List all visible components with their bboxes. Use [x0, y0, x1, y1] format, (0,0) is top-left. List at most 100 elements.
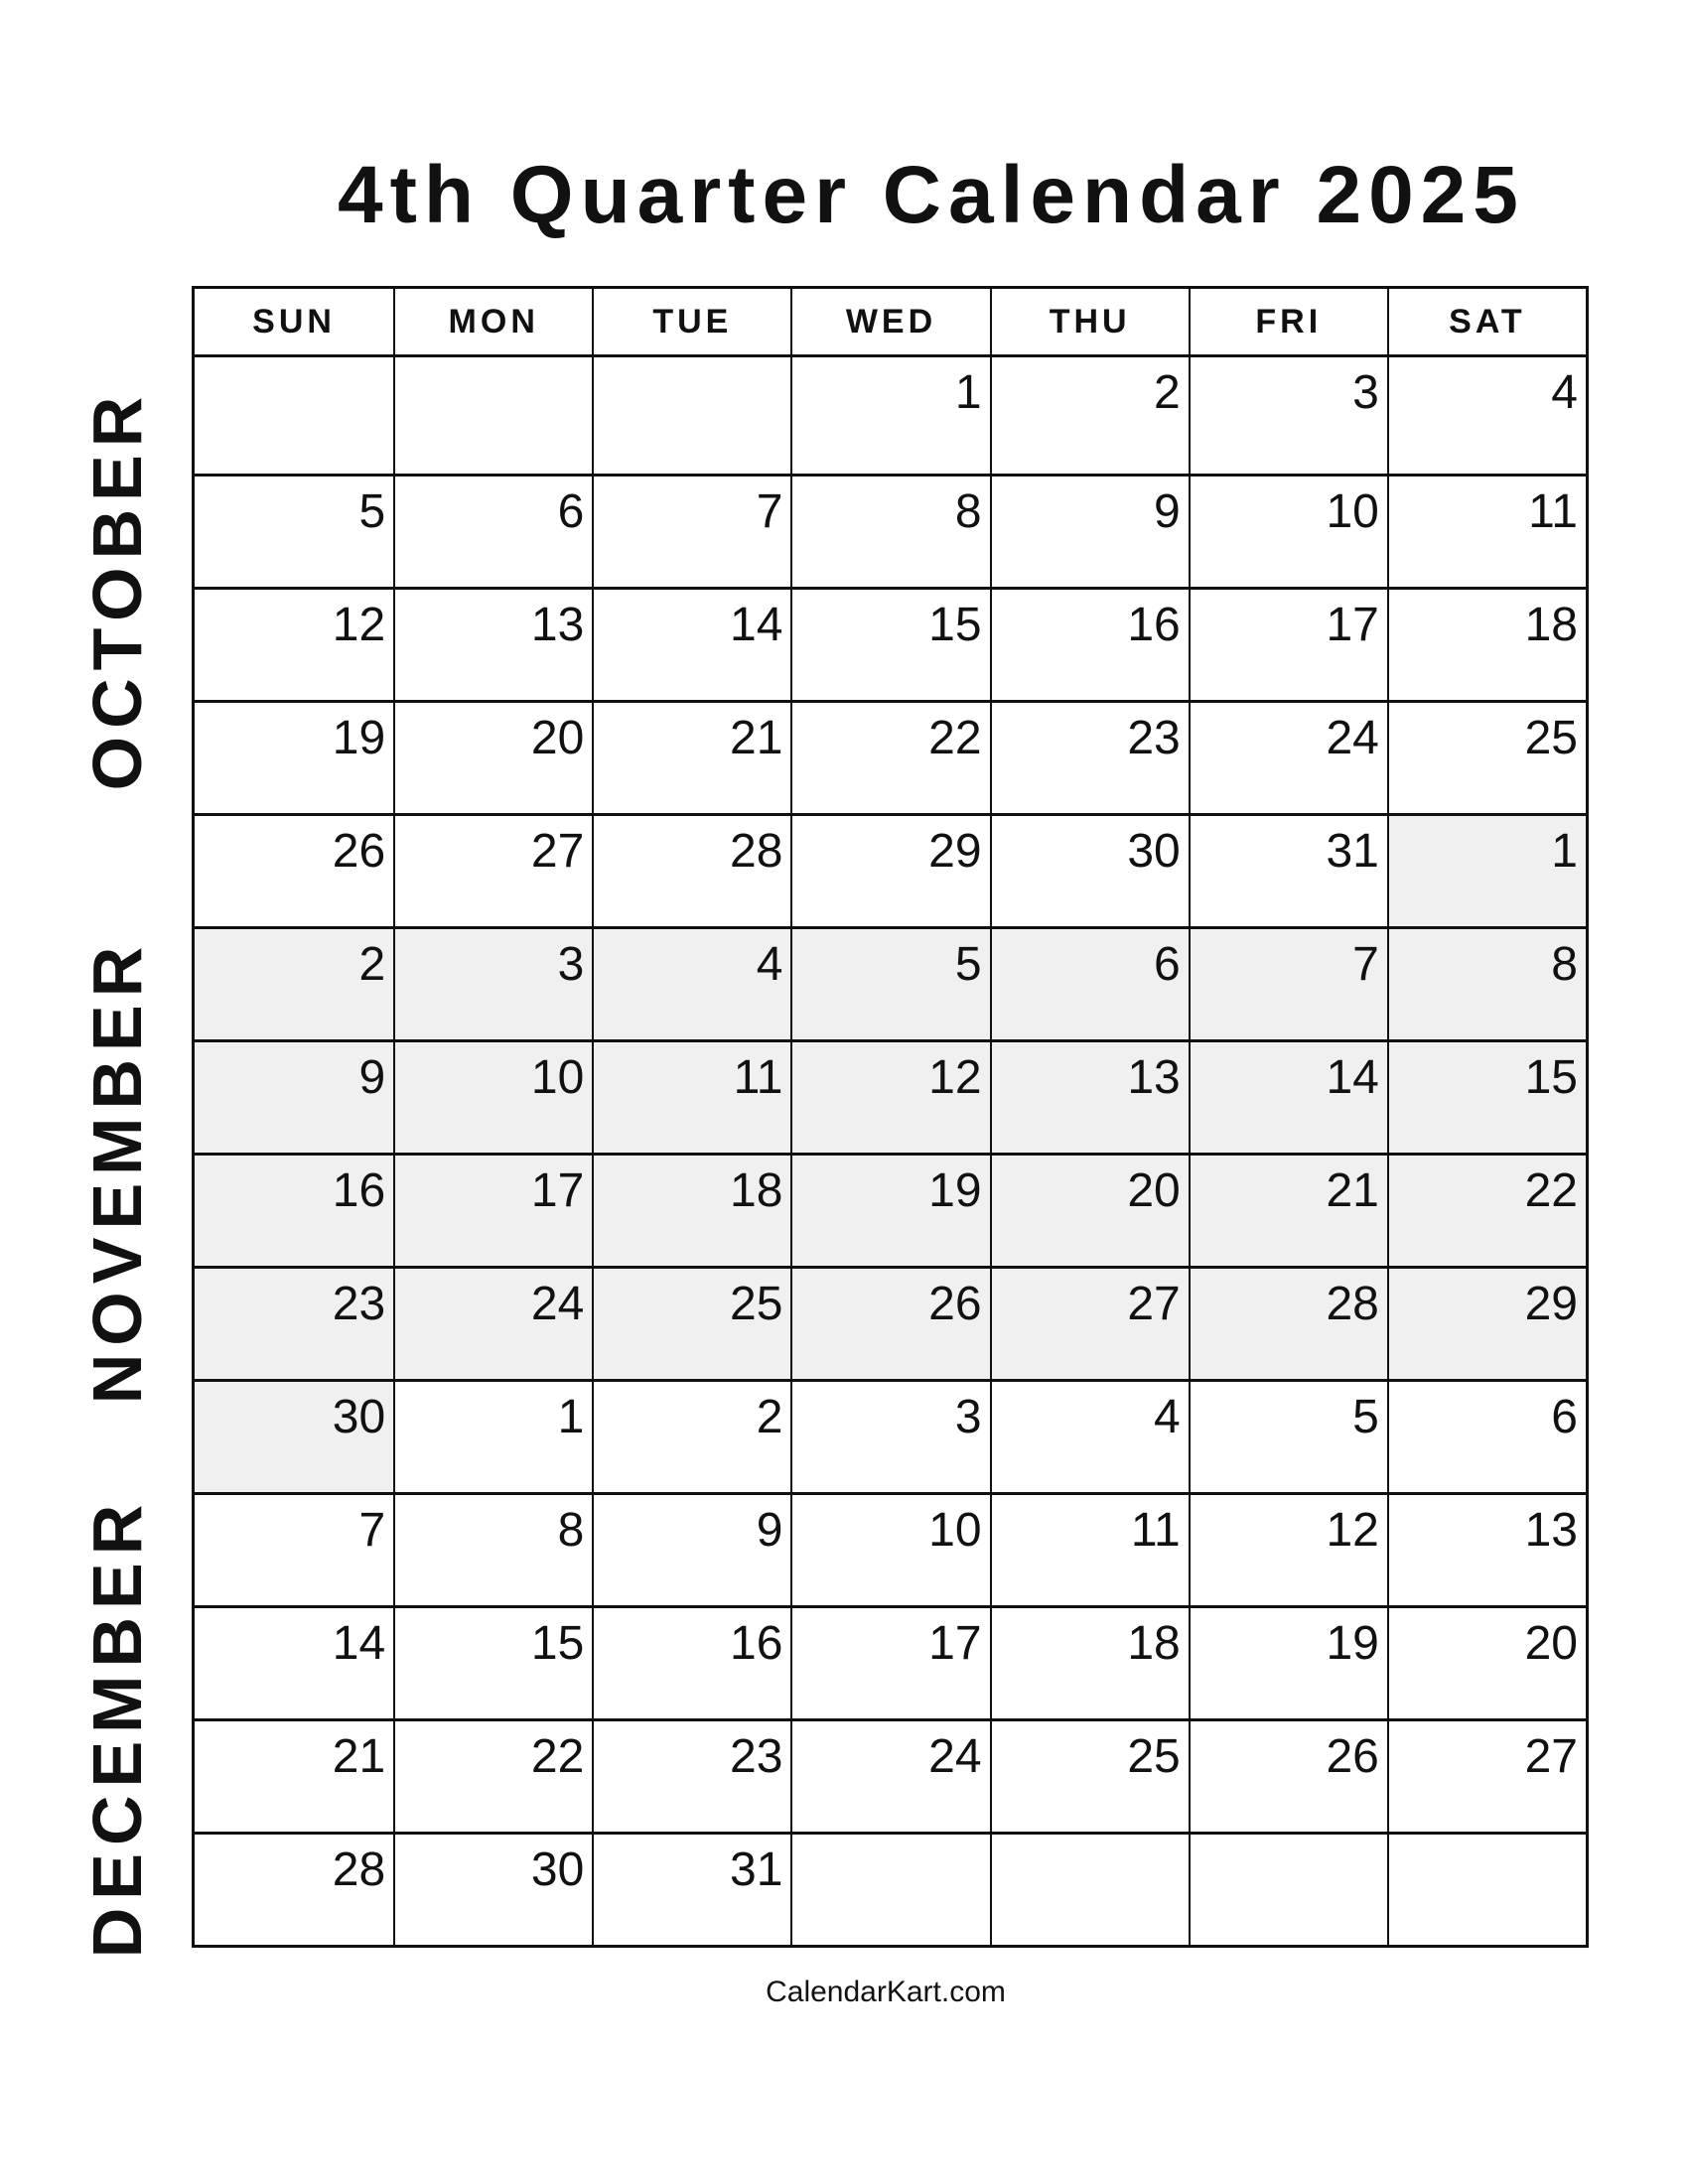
- week-row: 9 10 11 12 13 14 15: [195, 1039, 1586, 1153]
- day-cell: 1: [393, 1382, 592, 1492]
- day-cell: 13: [393, 590, 592, 700]
- day-number: 20: [1127, 1164, 1181, 1217]
- day-cell: 21: [195, 1721, 393, 1832]
- weekday-fri: FRI: [1188, 289, 1387, 354]
- day-number: 7: [358, 1504, 386, 1557]
- day-number: 13: [530, 599, 585, 651]
- day-number: 8: [954, 485, 982, 538]
- day-number: 8: [1551, 938, 1578, 991]
- day-cell: 13: [1386, 1495, 1586, 1605]
- day-number: 28: [730, 825, 783, 878]
- day-cell: 11: [989, 1495, 1189, 1605]
- week-row: 14 15 16 17 18 19 20: [195, 1605, 1586, 1718]
- day-number: 26: [1326, 1730, 1379, 1783]
- day-number: 3: [1352, 366, 1379, 419]
- day-cell: 8: [790, 477, 989, 587]
- day-number: 6: [1154, 938, 1181, 991]
- day-number: 25: [1524, 712, 1578, 764]
- day-cell: 17: [1188, 590, 1387, 700]
- day-cell: 24: [790, 1721, 989, 1832]
- day-number: 27: [1524, 1730, 1578, 1783]
- day-number: 14: [332, 1617, 386, 1670]
- day-cell: 30: [989, 816, 1189, 926]
- day-cell: 22: [790, 703, 989, 813]
- day-number: 10: [1326, 485, 1379, 538]
- day-cell: 26: [1188, 1721, 1387, 1832]
- day-cell: 27: [1386, 1721, 1586, 1832]
- week-row: 2 3 4 5 6 7 8: [195, 926, 1586, 1039]
- day-cell: 31: [1188, 816, 1387, 926]
- day-cell: 15: [393, 1608, 592, 1718]
- day-number: 2: [1154, 366, 1181, 419]
- day-number: 19: [332, 712, 386, 764]
- day-cell: 22: [393, 1721, 592, 1832]
- day-number: 14: [1326, 1051, 1379, 1104]
- day-cell: [989, 1835, 1189, 1945]
- day-cell: 6: [1386, 1382, 1586, 1492]
- day-cell: 28: [195, 1835, 393, 1945]
- day-cell: 10: [1188, 477, 1387, 587]
- day-number: 21: [730, 712, 783, 764]
- day-cell: 18: [592, 1156, 791, 1266]
- day-number: 7: [756, 485, 783, 538]
- week-row: 23 24 25 26 27 28 29: [195, 1266, 1586, 1379]
- week-row: 1 2 3 4: [195, 354, 1586, 474]
- day-number: 18: [1524, 599, 1578, 651]
- day-cell: 17: [790, 1608, 989, 1718]
- day-number: 20: [530, 712, 585, 764]
- day-number: 28: [1326, 1278, 1379, 1330]
- day-number: 2: [756, 1391, 783, 1443]
- day-number: 22: [1524, 1164, 1578, 1217]
- week-row: 7 8 9 10 11 12 13: [195, 1492, 1586, 1605]
- day-number: 25: [730, 1278, 783, 1330]
- day-number: 5: [358, 485, 386, 538]
- day-number: 11: [733, 1051, 783, 1104]
- day-cell: 19: [1188, 1608, 1387, 1718]
- day-cell: 2: [195, 929, 394, 1039]
- day-cell: 6: [393, 477, 592, 587]
- day-cell: 23: [592, 1721, 790, 1832]
- day-cell: 5: [790, 929, 990, 1039]
- day-number: 11: [1528, 485, 1578, 538]
- day-cell: 24: [393, 1269, 593, 1379]
- day-number: 2: [358, 938, 386, 991]
- day-number: 15: [928, 599, 982, 651]
- day-cell: 1: [790, 357, 989, 474]
- day-cell: 12: [1188, 1495, 1387, 1605]
- day-cell: 16: [989, 590, 1189, 700]
- day-cell: 27: [393, 816, 592, 926]
- day-number: 11: [1130, 1504, 1181, 1557]
- week-row: 16 17 18 19 20 21 22: [195, 1153, 1586, 1266]
- day-cell: 10: [790, 1495, 989, 1605]
- month-label-october: OCTOBER: [78, 388, 156, 791]
- day-number: 30: [1127, 825, 1181, 878]
- day-number: 25: [1127, 1730, 1181, 1783]
- day-number: 19: [1326, 1617, 1379, 1670]
- day-cell: 24: [1188, 703, 1387, 813]
- day-cell: 25: [592, 1269, 791, 1379]
- day-number: 21: [332, 1730, 386, 1783]
- day-number: 12: [332, 599, 386, 651]
- day-number: 27: [530, 825, 585, 878]
- day-number: 9: [358, 1051, 386, 1104]
- day-number: 9: [756, 1504, 783, 1557]
- day-number: 1: [557, 1391, 585, 1443]
- day-cell: 19: [790, 1156, 990, 1266]
- day-cell: 4: [592, 929, 791, 1039]
- day-number: 3: [557, 938, 585, 991]
- day-number: 10: [530, 1051, 585, 1104]
- day-cell: 19: [195, 703, 393, 813]
- day-cell: 5: [195, 477, 393, 587]
- day-number: 23: [332, 1278, 386, 1330]
- day-number: 9: [1154, 485, 1181, 538]
- day-cell: 1: [1386, 816, 1586, 926]
- day-cell: 7: [592, 477, 790, 587]
- weekday-wed: WED: [790, 289, 989, 354]
- day-number: 4: [1154, 1391, 1181, 1443]
- day-cell: 3: [393, 929, 593, 1039]
- day-cell: 12: [790, 1042, 990, 1153]
- day-number: 27: [1127, 1278, 1181, 1330]
- weekday-sun: SUN: [252, 302, 336, 341]
- day-number: 4: [1551, 366, 1578, 419]
- day-number: 12: [1326, 1504, 1379, 1557]
